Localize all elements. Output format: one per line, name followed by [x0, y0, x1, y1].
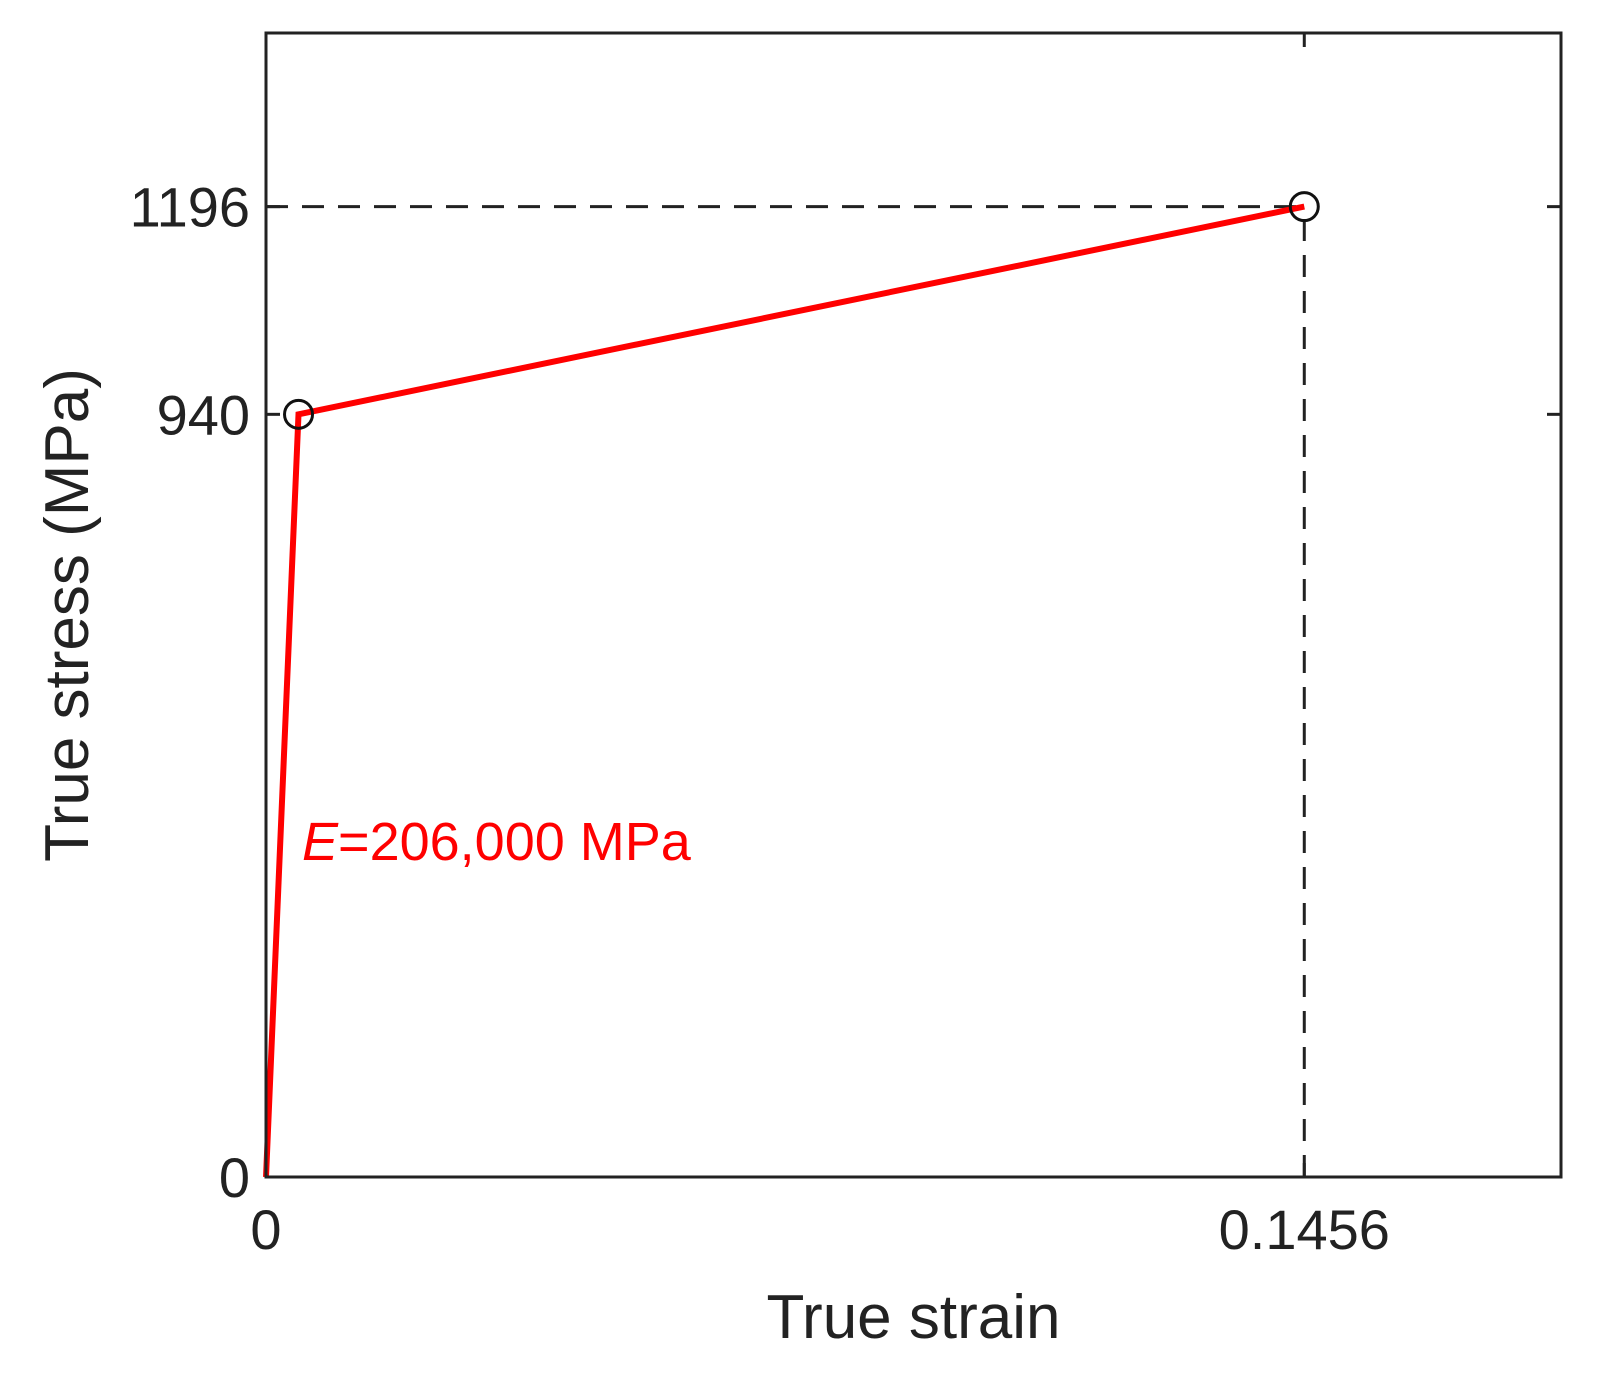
y-axis-label: True stress (MPa): [33, 368, 102, 862]
modulus-value: =206,000 MPa: [338, 812, 692, 872]
modulus-annotation: E=206,000 MPa: [302, 812, 692, 872]
x-axis-label: True strain: [766, 1283, 1060, 1352]
plot-frame: [264, 31, 1563, 1179]
marker-layer: [283, 191, 1320, 430]
x-tick-label: 0.1456: [1219, 1198, 1390, 1261]
modulus-symbol: E: [302, 812, 339, 872]
series-line-0: [263, 203, 1305, 1178]
x-tick-label: 0: [250, 1198, 281, 1261]
y-tick-label: 940: [157, 383, 250, 446]
y-tick-label: 0: [219, 1146, 250, 1209]
data-point-marker-1: [1288, 191, 1320, 223]
data-point-marker-0: [283, 398, 315, 430]
reference-lines: [266, 205, 1306, 1177]
series-layer: [263, 203, 1305, 1178]
y-tick-label: 1196: [130, 176, 250, 239]
tick-layer: 0 940 1196 0 0.1456: [130, 33, 1561, 1261]
